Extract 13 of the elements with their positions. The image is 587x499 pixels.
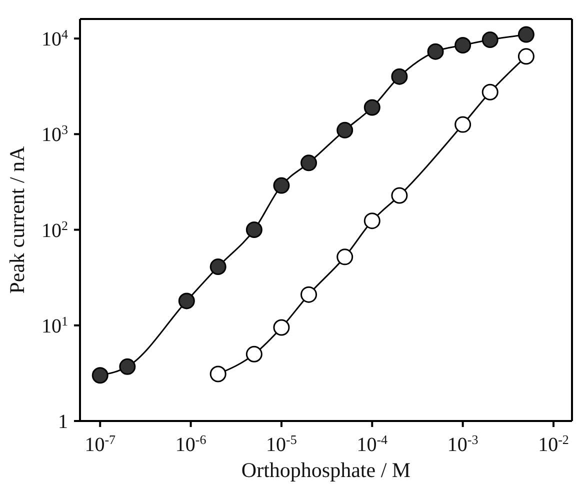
x-tick-label: 10$^{-7}$ [84, 432, 116, 456]
y-tick-label: 10$^{3}$ [42, 122, 68, 146]
x-axis-title: Orthophosphate / M [241, 458, 411, 482]
x-tick-label: 10$^{-2}$ [538, 432, 569, 456]
y-tick-label: 10$^{2}$ [42, 217, 68, 242]
y-tick-label: 10$^{4}$ [42, 26, 68, 51]
y-axis-title: Peak current / nA [5, 145, 29, 294]
y-tick-label: 10$^{1}$ [42, 312, 68, 338]
y-tick-label: 1 [58, 411, 68, 433]
x-tick-label: 10$^{-3}$ [447, 432, 478, 456]
x-tick-label: 10$^{-4}$ [356, 432, 388, 456]
x-tick-label: 10$^{-6}$ [175, 432, 207, 456]
x-tick-label: 10$^{-5}$ [266, 432, 297, 456]
